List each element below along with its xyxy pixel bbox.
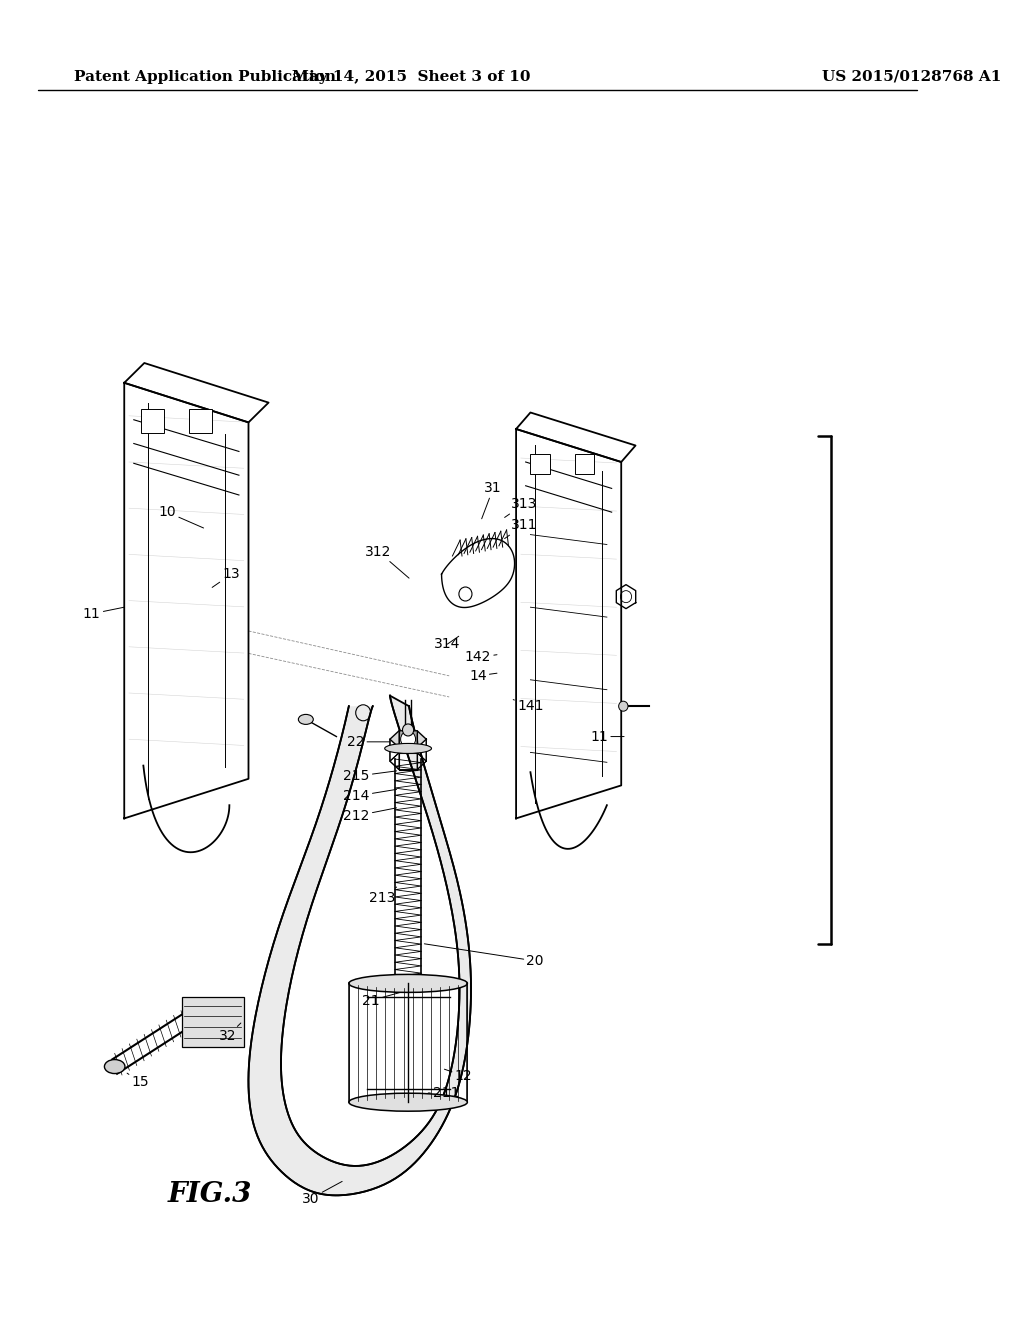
Text: 32: 32: [219, 1023, 241, 1043]
Text: 20: 20: [424, 944, 544, 968]
Text: 215: 215: [343, 770, 396, 783]
Text: 14: 14: [469, 669, 497, 682]
Bar: [181, 997, 244, 1047]
Bar: [189, 409, 212, 433]
Text: 141: 141: [513, 700, 544, 713]
Text: 211: 211: [428, 1086, 460, 1100]
Text: May 14, 2015  Sheet 3 of 10: May 14, 2015 Sheet 3 of 10: [292, 70, 530, 83]
Polygon shape: [249, 696, 471, 1196]
Circle shape: [400, 731, 416, 747]
Text: 13: 13: [212, 568, 240, 587]
Text: 11: 11: [83, 607, 124, 620]
Text: 10: 10: [159, 506, 204, 528]
Ellipse shape: [104, 1060, 125, 1073]
Text: 313: 313: [505, 498, 537, 517]
Text: US 2015/0128768 A1: US 2015/0128768 A1: [822, 70, 1001, 83]
Text: 12: 12: [444, 1069, 472, 1082]
Bar: [530, 454, 550, 474]
Text: 213: 213: [369, 887, 396, 904]
Text: 11: 11: [591, 730, 624, 743]
Bar: [141, 409, 165, 433]
Text: 311: 311: [505, 519, 537, 539]
Text: 30: 30: [302, 1181, 342, 1205]
Polygon shape: [390, 731, 426, 747]
Circle shape: [618, 701, 628, 711]
Bar: [575, 454, 595, 474]
Text: 314: 314: [434, 636, 461, 651]
Text: 15: 15: [127, 1073, 150, 1089]
Circle shape: [402, 723, 414, 737]
Ellipse shape: [298, 714, 313, 725]
Text: 214: 214: [343, 789, 396, 803]
Text: 31: 31: [481, 482, 502, 519]
Text: 22: 22: [347, 735, 390, 748]
Text: FIG.3: FIG.3: [168, 1181, 253, 1208]
Text: 312: 312: [366, 545, 409, 578]
Text: Patent Application Publication: Patent Application Publication: [74, 70, 336, 83]
Ellipse shape: [349, 1093, 467, 1111]
Text: 21: 21: [362, 993, 399, 1007]
Ellipse shape: [349, 974, 467, 993]
Ellipse shape: [385, 743, 431, 754]
Text: 142: 142: [465, 651, 497, 664]
Text: 212: 212: [343, 808, 396, 822]
